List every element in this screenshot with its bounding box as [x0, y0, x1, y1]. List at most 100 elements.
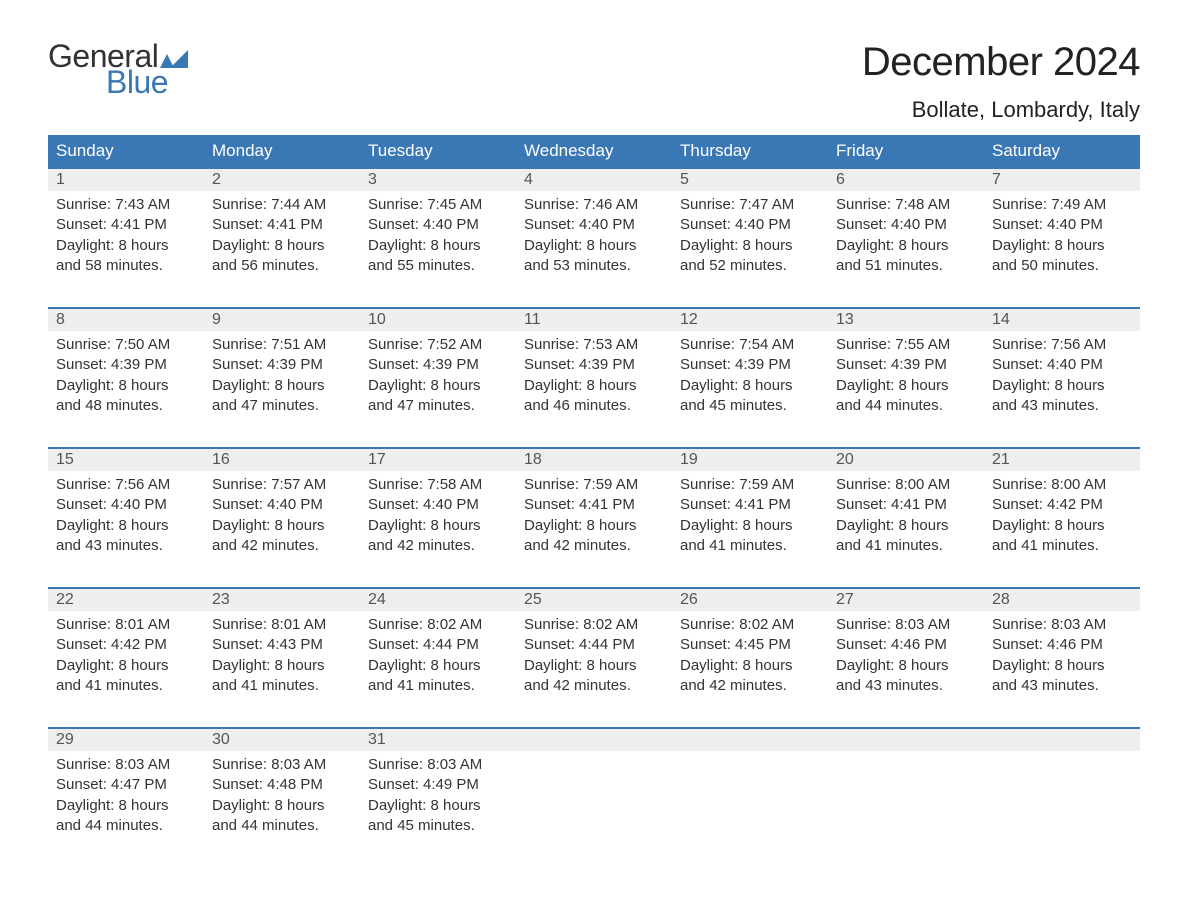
day-body-cell: Sunrise: 8:02 AMSunset: 4:44 PMDaylight:… — [360, 611, 516, 714]
daylight-text: and 42 minutes. — [524, 536, 664, 556]
day-body-cell: Sunrise: 7:46 AMSunset: 4:40 PMDaylight:… — [516, 191, 672, 294]
daylight-text: Daylight: 8 hours — [212, 796, 352, 816]
sunset-text: Sunset: 4:46 PM — [992, 635, 1132, 655]
daylight-text: and 47 minutes. — [212, 396, 352, 416]
daylight-text: and 43 minutes. — [836, 676, 976, 696]
day-body-row: Sunrise: 7:56 AMSunset: 4:40 PMDaylight:… — [48, 471, 1140, 574]
day-number-cell: 31 — [360, 728, 516, 751]
daylight-text: and 41 minutes. — [56, 676, 196, 696]
week-spacer — [48, 714, 1140, 728]
sunrise-text: Sunrise: 7:52 AM — [368, 335, 508, 355]
daylight-text: and 46 minutes. — [524, 396, 664, 416]
day-body-cell: Sunrise: 8:03 AMSunset: 4:49 PMDaylight:… — [360, 751, 516, 854]
day-number-cell: 17 — [360, 448, 516, 471]
day-number-cell: 8 — [48, 308, 204, 331]
day-body-cell: Sunrise: 7:58 AMSunset: 4:40 PMDaylight:… — [360, 471, 516, 574]
sunset-text: Sunset: 4:39 PM — [56, 355, 196, 375]
sunrise-text: Sunrise: 8:03 AM — [212, 755, 352, 775]
day-number-cell: 15 — [48, 448, 204, 471]
header: General Blue December 2024 Bollate, Lomb… — [48, 40, 1140, 123]
day-body-cell — [672, 751, 828, 854]
day-number-cell: 27 — [828, 588, 984, 611]
sunrise-text: Sunrise: 8:03 AM — [836, 615, 976, 635]
daylight-text: Daylight: 8 hours — [212, 516, 352, 536]
weekday-header-row: Sunday Monday Tuesday Wednesday Thursday… — [48, 135, 1140, 168]
sunrise-text: Sunrise: 8:02 AM — [524, 615, 664, 635]
daylight-text: Daylight: 8 hours — [836, 376, 976, 396]
day-number-cell: 4 — [516, 168, 672, 191]
sunrise-text: Sunrise: 7:58 AM — [368, 475, 508, 495]
day-number-row: 1234567 — [48, 168, 1140, 191]
title-block: December 2024 Bollate, Lombardy, Italy — [862, 40, 1140, 123]
day-body-cell: Sunrise: 7:50 AMSunset: 4:39 PMDaylight:… — [48, 331, 204, 434]
daylight-text: Daylight: 8 hours — [992, 376, 1132, 396]
weekday-header: Friday — [828, 135, 984, 168]
daylight-text: and 43 minutes. — [992, 676, 1132, 696]
day-number-cell — [984, 728, 1140, 751]
sunset-text: Sunset: 4:49 PM — [368, 775, 508, 795]
day-body-cell: Sunrise: 8:03 AMSunset: 4:48 PMDaylight:… — [204, 751, 360, 854]
day-number-cell: 18 — [516, 448, 672, 471]
day-body-cell: Sunrise: 7:51 AMSunset: 4:39 PMDaylight:… — [204, 331, 360, 434]
daylight-text: and 52 minutes. — [680, 256, 820, 276]
day-number-row: 293031 — [48, 728, 1140, 751]
day-number-cell: 1 — [48, 168, 204, 191]
sunset-text: Sunset: 4:40 PM — [368, 215, 508, 235]
daylight-text: and 43 minutes. — [992, 396, 1132, 416]
logo: General Blue — [48, 40, 188, 98]
day-number-cell — [516, 728, 672, 751]
sunrise-text: Sunrise: 7:56 AM — [56, 475, 196, 495]
daylight-text: Daylight: 8 hours — [836, 516, 976, 536]
day-body-cell: Sunrise: 7:49 AMSunset: 4:40 PMDaylight:… — [984, 191, 1140, 294]
daylight-text: Daylight: 8 hours — [212, 656, 352, 676]
logo-word-blue: Blue — [106, 66, 188, 98]
daylight-text: Daylight: 8 hours — [368, 796, 508, 816]
day-body-row: Sunrise: 8:01 AMSunset: 4:42 PMDaylight:… — [48, 611, 1140, 714]
sunrise-text: Sunrise: 7:57 AM — [212, 475, 352, 495]
sunset-text: Sunset: 4:44 PM — [368, 635, 508, 655]
sunrise-text: Sunrise: 7:56 AM — [992, 335, 1132, 355]
daylight-text: Daylight: 8 hours — [836, 656, 976, 676]
daylight-text: Daylight: 8 hours — [56, 376, 196, 396]
daylight-text: and 41 minutes. — [836, 536, 976, 556]
sunset-text: Sunset: 4:40 PM — [992, 355, 1132, 375]
day-body-cell: Sunrise: 7:57 AMSunset: 4:40 PMDaylight:… — [204, 471, 360, 574]
weekday-header: Saturday — [984, 135, 1140, 168]
sunset-text: Sunset: 4:40 PM — [680, 215, 820, 235]
daylight-text: Daylight: 8 hours — [368, 376, 508, 396]
sunset-text: Sunset: 4:41 PM — [836, 495, 976, 515]
sunrise-text: Sunrise: 7:59 AM — [524, 475, 664, 495]
week-spacer — [48, 574, 1140, 588]
day-body-row: Sunrise: 7:50 AMSunset: 4:39 PMDaylight:… — [48, 331, 1140, 434]
sunset-text: Sunset: 4:42 PM — [992, 495, 1132, 515]
sunrise-text: Sunrise: 8:02 AM — [368, 615, 508, 635]
week-spacer — [48, 434, 1140, 448]
daylight-text: Daylight: 8 hours — [680, 656, 820, 676]
sunrise-text: Sunrise: 7:44 AM — [212, 195, 352, 215]
sunset-text: Sunset: 4:42 PM — [56, 635, 196, 655]
daylight-text: Daylight: 8 hours — [56, 796, 196, 816]
weekday-header: Tuesday — [360, 135, 516, 168]
sunrise-text: Sunrise: 7:53 AM — [524, 335, 664, 355]
day-number-cell: 20 — [828, 448, 984, 471]
daylight-text: Daylight: 8 hours — [56, 656, 196, 676]
sunset-text: Sunset: 4:40 PM — [836, 215, 976, 235]
day-body-cell: Sunrise: 7:55 AMSunset: 4:39 PMDaylight:… — [828, 331, 984, 434]
calendar-body: 1234567Sunrise: 7:43 AMSunset: 4:41 PMDa… — [48, 168, 1140, 854]
sunset-text: Sunset: 4:40 PM — [212, 495, 352, 515]
day-body-cell: Sunrise: 7:56 AMSunset: 4:40 PMDaylight:… — [984, 331, 1140, 434]
day-number-row: 891011121314 — [48, 308, 1140, 331]
daylight-text: Daylight: 8 hours — [524, 516, 664, 536]
daylight-text: and 56 minutes. — [212, 256, 352, 276]
daylight-text: and 42 minutes. — [524, 676, 664, 696]
sunset-text: Sunset: 4:41 PM — [56, 215, 196, 235]
day-number-cell: 22 — [48, 588, 204, 611]
daylight-text: Daylight: 8 hours — [368, 236, 508, 256]
daylight-text: and 41 minutes. — [368, 676, 508, 696]
day-body-cell: Sunrise: 8:01 AMSunset: 4:42 PMDaylight:… — [48, 611, 204, 714]
day-body-cell: Sunrise: 7:56 AMSunset: 4:40 PMDaylight:… — [48, 471, 204, 574]
daylight-text: and 53 minutes. — [524, 256, 664, 276]
daylight-text: and 45 minutes. — [680, 396, 820, 416]
daylight-text: Daylight: 8 hours — [56, 236, 196, 256]
sunset-text: Sunset: 4:47 PM — [56, 775, 196, 795]
